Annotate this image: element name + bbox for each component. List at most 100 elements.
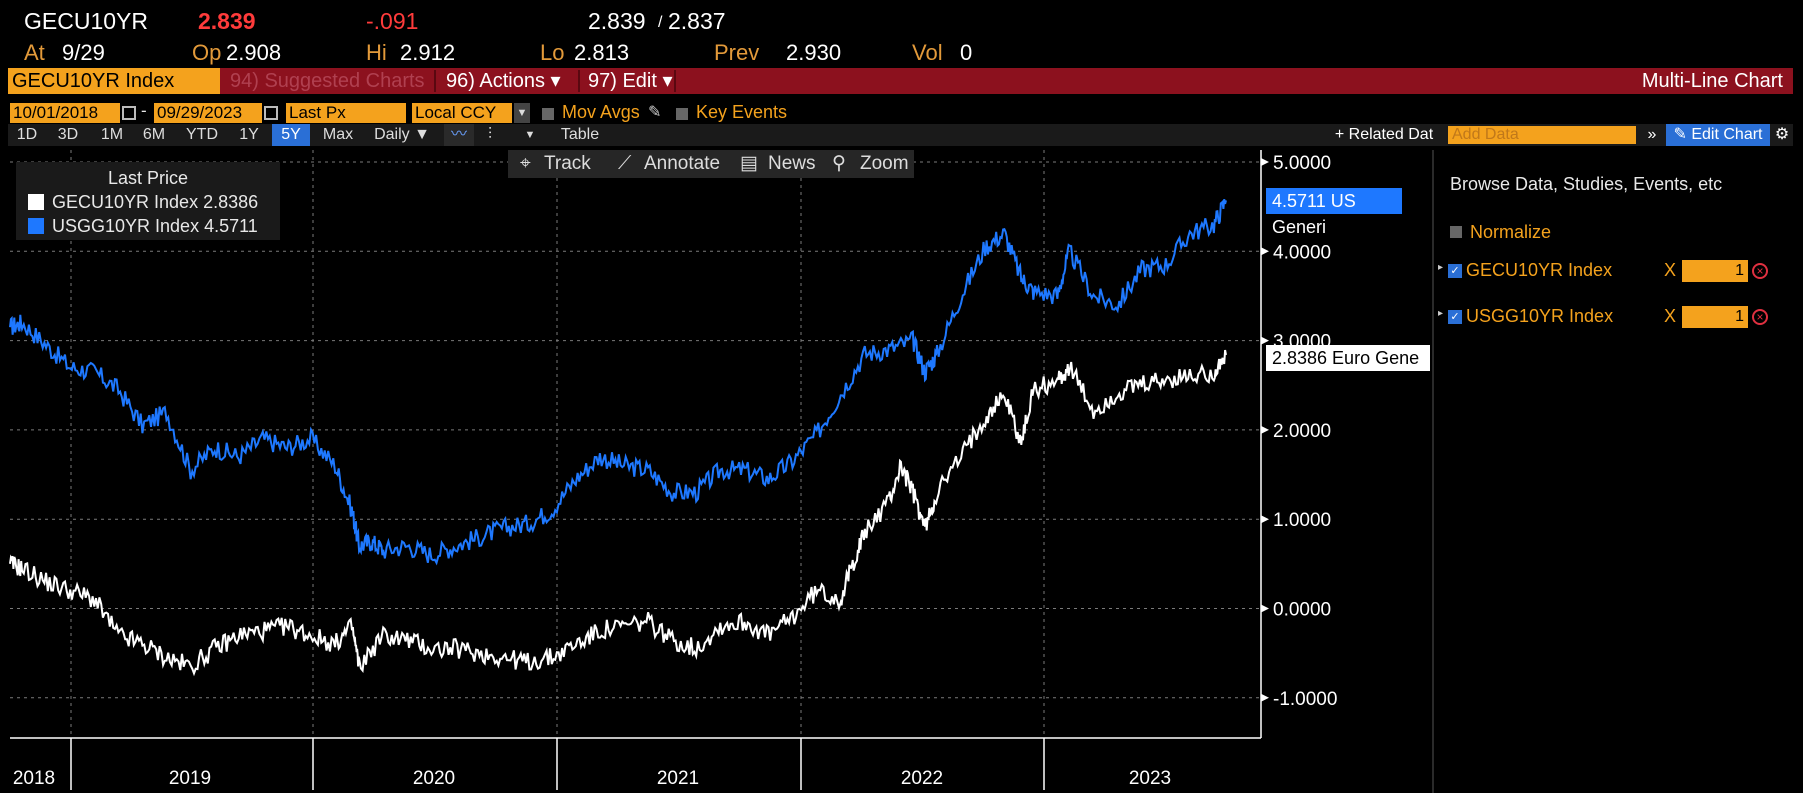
function-bar: GECU10YR Index 94) Suggested Charts 96) …: [8, 68, 1793, 94]
right-panel: Browse Data, Studies, Events, etc Normal…: [1432, 150, 1803, 793]
low-label: Lo: [540, 40, 565, 65]
y-tick-label: 0.0000: [1273, 600, 1331, 621]
key-events-checkbox[interactable]: [676, 108, 688, 120]
normalize-checkbox[interactable]: [1450, 226, 1462, 238]
series-line-usgg10yr: [9, 199, 1227, 566]
normalize-label[interactable]: Normalize: [1470, 222, 1552, 242]
pencil-icon[interactable]: ✎: [648, 104, 662, 121]
open-label: Op: [192, 40, 222, 65]
legend-title: Last Price: [107, 168, 189, 188]
chevron-down-icon[interactable]: ▼: [514, 103, 530, 123]
at-label: At: [24, 40, 45, 65]
volume-value: 0: [960, 40, 973, 65]
prev-value: 2.930: [786, 40, 842, 65]
period-1d[interactable]: 1D: [16, 126, 38, 143]
security-field[interactable]: GECU10YR Index: [8, 68, 220, 94]
y-tick-mark: [1261, 515, 1269, 524]
multiplier-label: X: [1664, 260, 1677, 280]
x-tick-label: 2020: [413, 768, 455, 789]
series-name[interactable]: USGG10YR Index: [1466, 306, 1614, 326]
series-checkbox-usgg10yr[interactable]: ✓: [1448, 310, 1462, 324]
annotate-icon[interactable]: ⟋: [618, 153, 632, 174]
key-events-label[interactable]: Key Events: [696, 102, 788, 122]
date-range-dash: -: [141, 101, 147, 120]
y-tick-mark: [1261, 247, 1269, 256]
table-button[interactable]: Table: [560, 126, 600, 143]
multiplier-input[interactable]: 1: [1682, 306, 1748, 328]
x-tick-label: 2021: [657, 768, 699, 789]
mov-avgs-checkbox[interactable]: [542, 108, 554, 120]
period-3d[interactable]: 3D: [57, 126, 79, 143]
caret-right-icon[interactable]: ▸: [1438, 308, 1444, 319]
gear-icon[interactable]: ⚙: [1774, 126, 1790, 143]
period-1m[interactable]: 1M: [100, 126, 124, 143]
period-ytd[interactable]: YTD: [186, 126, 218, 143]
crosshair-icon[interactable]: ⌖: [520, 153, 531, 174]
at-value: 9/29: [62, 40, 105, 65]
bar-chart-icon[interactable]: ⫶: [487, 126, 492, 143]
series-line-gecu10yr: [9, 349, 1227, 677]
double-chevron-right-icon[interactable]: »: [1647, 126, 1657, 143]
line-chart-icon[interactable]: 〰: [444, 124, 474, 146]
high-value: 2.912: [400, 40, 456, 65]
news-icon[interactable]: ▤: [740, 153, 758, 174]
series-checkbox-gecu10yr[interactable]: ✓: [1448, 264, 1462, 278]
x-tick-label: 2018: [13, 768, 55, 789]
news-button[interactable]: News: [768, 153, 816, 174]
period-max[interactable]: Max: [322, 126, 354, 143]
frequency-select[interactable]: Daily ▼: [374, 126, 430, 143]
y-tick-label: 5.0000: [1273, 153, 1331, 174]
actions-menu[interactable]: 96) Actions ▾: [446, 70, 561, 92]
browse-data-link[interactable]: Browse Data, Studies, Events, etc: [1450, 174, 1723, 194]
y-tick-mark: [1261, 336, 1269, 345]
y-tick-label: 1.0000: [1273, 510, 1331, 531]
start-date-field[interactable]: 10/01/2018: [10, 103, 120, 123]
line-chart[interactable]: 5.00004.00003.00002.00001.00000.0000-1.0…: [0, 0, 1432, 793]
bid-price: 2.839: [588, 8, 646, 34]
y-tick-mark: [1261, 604, 1269, 613]
currency-select[interactable]: Local CCY: [412, 103, 512, 123]
add-data-input[interactable]: Add Data: [1452, 126, 1519, 143]
field-select[interactable]: Last Px: [286, 103, 406, 123]
y-tick-label: -1.0000: [1273, 689, 1337, 710]
y-tick-mark: [1261, 693, 1269, 702]
series-name[interactable]: GECU10YR Index: [1466, 260, 1613, 280]
calendar-icon[interactable]: [122, 106, 136, 120]
chevron-down-icon[interactable]: ▼: [524, 129, 536, 141]
mov-avgs-label[interactable]: Mov Avgs: [562, 102, 640, 122]
x-tick-label: 2023: [1129, 768, 1171, 789]
chart-type-title: Multi-Line Chart: [1641, 70, 1783, 92]
period-6m[interactable]: 6M: [142, 126, 166, 143]
y-tick-label: 4.0000: [1273, 242, 1331, 263]
period-5y[interactable]: 5Y: [272, 124, 310, 146]
net-change: -.091: [366, 8, 419, 34]
multiplier-input[interactable]: 1: [1682, 260, 1748, 282]
remove-series-icon[interactable]: ×: [1752, 309, 1768, 325]
suggested-charts-menu[interactable]: 94) Suggested Charts: [230, 70, 425, 92]
edit-chart-button[interactable]: ✎ Edit Chart: [1666, 124, 1770, 146]
zoom-button[interactable]: Zoom: [860, 153, 909, 174]
end-date-field[interactable]: 09/29/2023: [154, 103, 262, 123]
open-value: 2.908: [226, 40, 282, 65]
annotate-button[interactable]: Annotate: [644, 153, 721, 174]
legend-swatch: [28, 194, 44, 210]
edit-menu[interactable]: 97) Edit ▾: [588, 70, 673, 92]
multiplier-label: X: [1664, 306, 1677, 326]
chart-toolbar: ⌖ Track ⟋ Annotate ▤ News ⚲ Zoom: [508, 150, 914, 178]
remove-series-icon[interactable]: ×: [1752, 263, 1768, 279]
x-tick-label: 2019: [169, 768, 211, 789]
chart-legend[interactable]: Last Price GECU10YR Index 2.8386 USGG10Y…: [16, 162, 280, 240]
legend-item-usgg10yr[interactable]: USGG10YR Index 4.5711: [28, 216, 258, 237]
y-tick-label: 2.0000: [1273, 421, 1331, 442]
track-button[interactable]: Track: [544, 153, 591, 174]
caret-right-icon[interactable]: ▸: [1438, 262, 1444, 273]
low-value: 2.813: [574, 40, 630, 65]
legend-item-gecu10yr[interactable]: GECU10YR Index 2.8386: [28, 192, 258, 213]
legend-swatch: [28, 218, 44, 234]
related-data-button[interactable]: + Related Dat: [1334, 126, 1434, 143]
period-1y[interactable]: 1Y: [239, 126, 259, 143]
calendar-icon[interactable]: [264, 106, 278, 120]
zoom-icon[interactable]: ⚲: [832, 153, 846, 174]
prev-label: Prev: [714, 40, 760, 65]
y-tick-mark: [1261, 158, 1269, 166]
